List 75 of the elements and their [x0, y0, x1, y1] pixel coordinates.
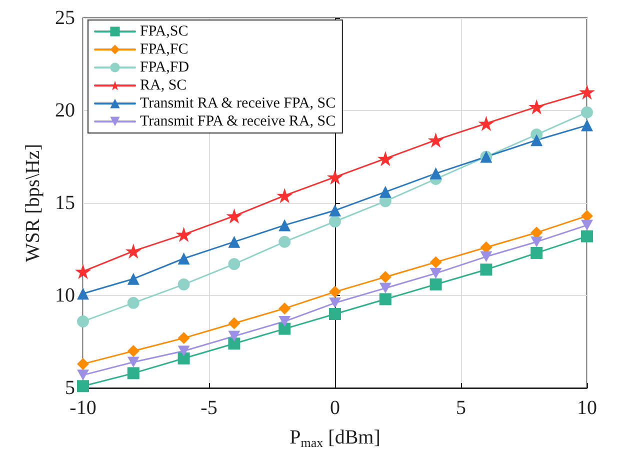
x-tick-label: 10 [577, 397, 597, 419]
point [530, 236, 543, 248]
point [480, 264, 492, 276]
point [178, 332, 190, 344]
point [581, 220, 593, 231]
point [127, 345, 140, 357]
point [329, 298, 341, 308]
point [228, 338, 240, 350]
point [278, 236, 291, 248]
point [278, 302, 291, 314]
point [178, 278, 190, 290]
point [77, 370, 89, 380]
point [226, 208, 242, 224]
point [329, 204, 341, 216]
point [581, 230, 593, 242]
y-tick-label: 5 [65, 377, 75, 399]
point [579, 84, 595, 100]
point [127, 356, 140, 368]
point [430, 268, 442, 279]
point [379, 271, 392, 283]
point [278, 316, 291, 327]
y-tick-label: 15 [55, 192, 75, 214]
point [127, 272, 140, 285]
point [125, 244, 142, 259]
legend-label: Transmit FPA & receive RA, SC [140, 114, 336, 130]
point [430, 256, 442, 268]
x-tick-label: -5 [200, 397, 218, 419]
point [178, 352, 190, 364]
point [430, 167, 442, 180]
point [428, 132, 444, 148]
point [329, 308, 341, 320]
x-tick-label: 0 [330, 397, 340, 419]
point [176, 226, 192, 242]
y-tick-label: 20 [55, 100, 75, 122]
point [178, 252, 190, 264]
point [379, 293, 392, 306]
y-axis-title: WSR [bps\Hz] [22, 144, 44, 262]
legend-label: FPA,FD [140, 60, 190, 76]
point [276, 188, 293, 204]
point [530, 134, 543, 146]
point [480, 251, 492, 262]
point [228, 258, 240, 270]
point [478, 116, 494, 132]
point [379, 282, 392, 294]
point [127, 367, 140, 380]
point [228, 317, 240, 330]
point [178, 346, 190, 356]
point [77, 288, 89, 300]
x-tick-label: 5 [456, 397, 466, 419]
point [379, 186, 392, 198]
point [75, 264, 91, 280]
point [581, 106, 593, 118]
point [228, 236, 240, 248]
point [530, 246, 543, 259]
y-tick-label: 25 [55, 7, 75, 29]
x-tick-label: -10 [70, 397, 96, 419]
point [278, 219, 291, 232]
point [77, 315, 89, 328]
legend-label: Transmit RA & receive FPA, SC [140, 96, 336, 112]
point [228, 330, 240, 342]
legend-label: FPA,FC [140, 42, 188, 58]
y-tick-label: 10 [55, 284, 75, 306]
point [329, 216, 341, 228]
point [377, 151, 394, 166]
point [581, 119, 593, 132]
point [528, 99, 545, 114]
point [430, 278, 442, 290]
point [327, 170, 343, 185]
legend-label: RA, SC [140, 78, 187, 94]
point [127, 296, 140, 309]
point [77, 380, 89, 392]
legend-label: FPA,SC [140, 24, 188, 40]
point [77, 358, 89, 370]
point [278, 322, 291, 335]
point [329, 286, 341, 298]
